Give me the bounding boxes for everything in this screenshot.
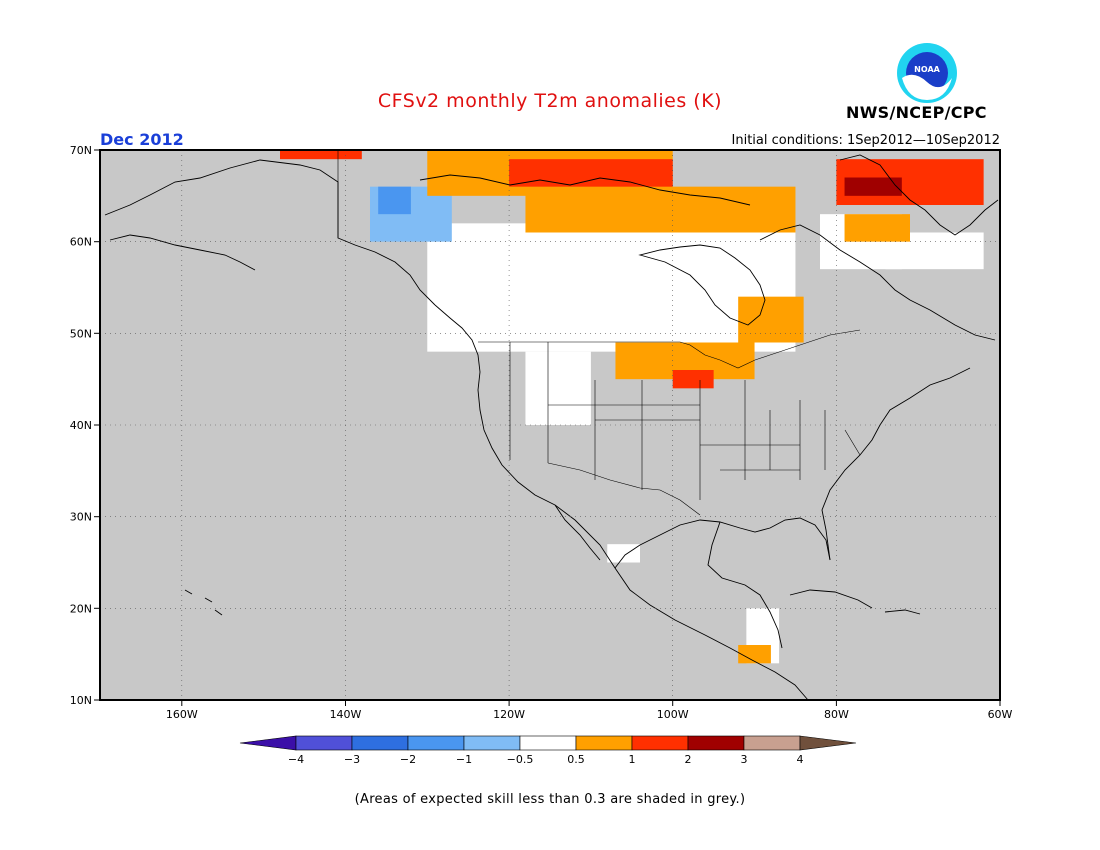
coast-pacific-us: [477, 389, 809, 701]
anomaly-region-4: [607, 544, 640, 563]
political-borders: [337, 150, 861, 516]
lon-label-140w: 140W: [330, 708, 362, 721]
colorbar-swatch-5: [519, 735, 577, 751]
anomaly-region-7: [378, 186, 411, 215]
lat-label-10n: 10N: [70, 694, 92, 707]
cb-label-6: 1: [629, 753, 636, 766]
lon-tick-labels: 160W 140W 120W 100W 80W 60W: [166, 708, 1013, 721]
cb-label-7: 2: [685, 753, 692, 766]
anomaly-region-15: [672, 370, 714, 389]
skill-footnote: (Areas of expected skill less than 0.3 a…: [354, 792, 746, 807]
cb-label-8: 3: [741, 753, 748, 766]
colorbar-swatch-4: [463, 735, 521, 751]
lon-label-60w: 60W: [988, 708, 1013, 721]
cb-label-0: −4: [288, 753, 304, 766]
coast-baja: [554, 504, 601, 561]
anomaly-regions: [280, 150, 984, 664]
colorbar-swatch-9: [743, 735, 801, 751]
coast-hispaniola: [884, 609, 921, 615]
lon-label-100w: 100W: [657, 708, 689, 721]
colorbar-swatch-7: [631, 735, 689, 751]
coast-atlantic-us: [821, 367, 971, 561]
coast-cuba: [789, 589, 873, 609]
coast-gulf: [614, 517, 831, 569]
colorbar-swatch-8: [687, 735, 745, 751]
state-lines-west: [509, 342, 700, 490]
colorbar-swatch-10: [799, 735, 857, 751]
anomaly-region-17: [280, 150, 362, 160]
anomaly-region-9: [525, 186, 796, 233]
coast-bc-west: [434, 304, 481, 391]
cb-label-9: 4: [797, 753, 804, 766]
colorbar-swatch-1: [295, 735, 353, 751]
coast-alaska: [104, 159, 436, 306]
border-us-canada: [478, 329, 861, 369]
lat-label-40n: 40N: [70, 419, 92, 432]
lon-label-120w: 120W: [493, 708, 525, 721]
border-us-mexico: [547, 462, 701, 516]
lon-label-80w: 80W: [824, 708, 849, 721]
coast-greenland: [839, 154, 999, 236]
lat-label-50n: 50N: [70, 327, 92, 340]
anomaly-region-18: [844, 177, 902, 196]
lon-label-160w: 160W: [166, 708, 198, 721]
forecast-month: Dec 2012: [100, 130, 184, 149]
cb-label-3: −1: [456, 753, 472, 766]
coastlines: [104, 154, 999, 701]
anomaly-region-12: [844, 214, 910, 242]
cb-label-5: 0.5: [567, 753, 585, 766]
anomaly-region-0: [427, 223, 796, 352]
colorbar: [239, 735, 857, 751]
axis-ticks: [94, 149, 1001, 706]
coast-hudson-bay: [638, 244, 766, 326]
coast-hawaii: [184, 589, 223, 616]
lat-tick-labels: 70N 60N 50N 40N 30N 20N 10N: [70, 144, 92, 707]
colorbar-swatch-0: [239, 735, 297, 751]
noaa-logo: NOAA: [897, 43, 957, 103]
lat-label-70n: 70N: [70, 144, 92, 157]
anomaly-region-14: [509, 159, 673, 187]
coast-aleutians: [109, 234, 256, 271]
state-lines-east: [799, 400, 861, 480]
initial-conditions: Initial conditions: 1Sep2012—10Sep2012: [731, 133, 1000, 148]
coast-labrador: [759, 224, 996, 341]
lat-label-60n: 60N: [70, 236, 92, 249]
cb-label-1: −3: [344, 753, 360, 766]
state-lines-central: [699, 380, 800, 500]
coast-arctic-islands: [419, 174, 751, 206]
colorbar-swatch-6: [575, 735, 633, 751]
colorbar-swatch-2: [351, 735, 409, 751]
colorbar-labels: −4 −3 −2 −1 −0.5 0.5 1 2 3 4: [288, 753, 804, 766]
coast-yucatan: [707, 521, 783, 649]
anomaly-region-10: [738, 296, 804, 343]
logo-text: NOAA: [914, 65, 940, 74]
cb-label-4: −0.5: [507, 753, 534, 766]
lat-label-30n: 30N: [70, 511, 92, 524]
cb-label-2: −2: [400, 753, 416, 766]
agency-label: NWS/NCEP/CPC: [846, 103, 987, 122]
anomaly-region-1: [525, 351, 591, 425]
colorbar-swatch-3: [407, 735, 465, 751]
anomaly-region-13: [738, 645, 771, 664]
map-title: CFSv2 monthly T2m anomalies (K): [377, 90, 723, 112]
lat-label-20n: 20N: [70, 602, 92, 615]
gridlines: [100, 150, 1000, 700]
